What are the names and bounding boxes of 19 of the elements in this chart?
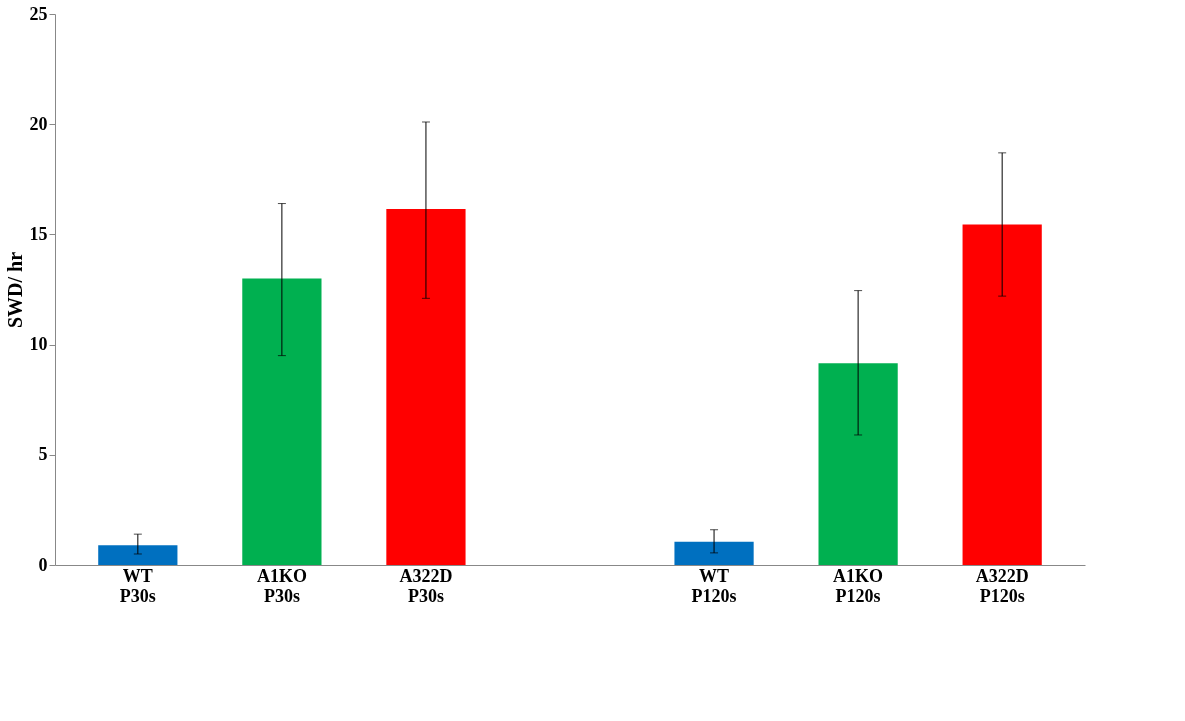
x-tick-label: WT P30s [119,565,156,606]
x-tick-label: A322D P120s [975,565,1029,606]
x-tick-label: A1KO P120s [833,565,884,606]
y-axis-title: SWD/ hr [3,251,26,329]
bar [818,363,898,565]
x-tick-label: A322D P30s [399,565,453,606]
y-tick-label: 10 [29,334,48,355]
x-tick-label: A1KO P30s [256,565,307,606]
y-tick-label: 15 [29,223,48,244]
bar [98,545,178,565]
y-tick-label: 0 [38,554,48,575]
bar [674,541,754,565]
x-tick-label: WT P120s [691,565,737,606]
bar [242,278,322,565]
y-tick-label: 25 [29,3,48,24]
y-tick-label: 20 [29,113,48,134]
bar [962,224,1042,565]
bar [386,209,466,565]
y-tick-label: 5 [38,444,48,465]
